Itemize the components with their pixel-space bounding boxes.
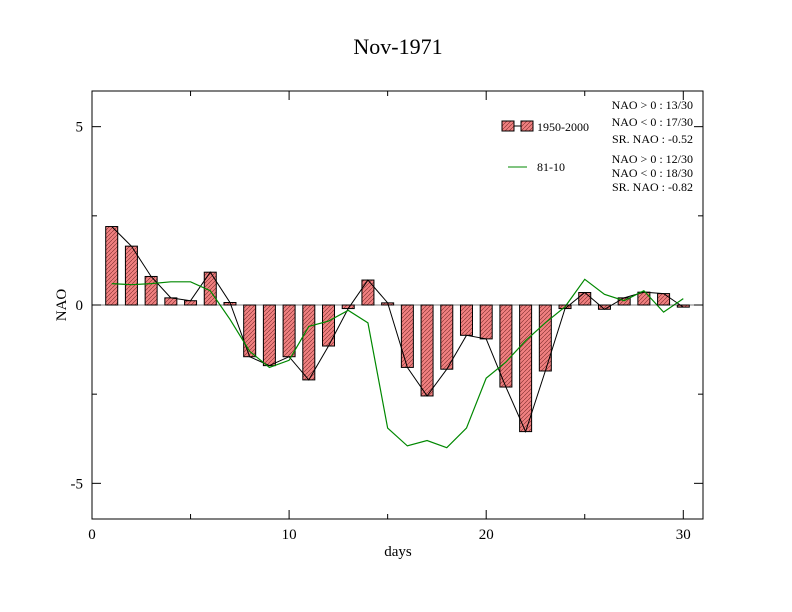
legend-entry-81-10: 81-10: [508, 160, 565, 174]
legend-swatch-bar-left: [501, 120, 515, 132]
legend: 1950-2000 81-10: [501, 120, 589, 174]
x-axis-label: days: [384, 544, 412, 560]
bar-day-25: [578, 292, 592, 306]
x-tick-label: 30: [676, 527, 691, 543]
y-tick-label: 5: [76, 120, 84, 136]
y-tick-label: 0: [76, 298, 84, 314]
bar-day-16: [400, 304, 414, 368]
series-line-1950-2000: [111, 226, 684, 434]
stat-nao-negative-1950-2000: NAO < 0 : 17/30: [612, 115, 693, 129]
y-axis-label: NAO: [54, 289, 70, 322]
bar-day-23: [538, 304, 552, 372]
x-tick-label: 20: [479, 527, 494, 543]
legend-label-1950-2000: 1950-2000: [537, 120, 589, 134]
axes: 0 10 20 30 -5 0 5: [71, 91, 703, 543]
bar-day-20: [479, 304, 493, 340]
bar-day-9: [262, 304, 276, 367]
stat-sr-nao-1950-2000: SR. NAO : -0.52: [612, 132, 693, 146]
bar-day-21: [499, 304, 513, 388]
bar-day-12: [322, 304, 336, 347]
legend-label-81-10: 81-10: [537, 160, 565, 174]
series-lines: [111, 226, 684, 449]
legend-swatch-bar-right: [520, 120, 534, 132]
stat-nao-positive-81-10: NAO > 0 : 12/30: [612, 152, 693, 166]
y-tick-label: -5: [71, 476, 84, 492]
series-line-81-10: [111, 278, 684, 449]
stat-nao-negative-81-10: NAO < 0 : 18/30: [612, 166, 693, 180]
chart-title: Nov-1971: [353, 34, 442, 59]
bar-day-29: [657, 293, 671, 306]
bars-1950-2000: [105, 226, 690, 433]
bar-day-14: [361, 279, 375, 306]
stats-block-1950-2000: NAO > 0 : 13/30 NAO < 0 : 17/30 SR. NAO …: [612, 98, 693, 146]
bar-day-10: [282, 304, 296, 358]
bar-day-22: [519, 304, 533, 433]
bar-day-17: [420, 304, 434, 397]
x-tick-label: 0: [88, 527, 96, 543]
bar-day-2: [124, 245, 138, 306]
bar-day-5: [184, 300, 198, 306]
stat-sr-nao-81-10: SR. NAO : -0.82: [612, 180, 693, 194]
stats-block-81-10: NAO > 0 : 12/30 NAO < 0 : 18/30 SR. NAO …: [612, 152, 693, 194]
stat-nao-positive-1950-2000: NAO > 0 : 13/30: [612, 98, 693, 112]
legend-entry-1950-2000: 1950-2000: [501, 120, 589, 134]
bar-day-8: [243, 304, 257, 358]
bar-day-11: [302, 304, 316, 381]
bar-day-19: [459, 304, 473, 336]
bar-day-28: [637, 291, 651, 306]
bar-day-1: [105, 226, 119, 306]
x-tick-label: 10: [282, 527, 297, 543]
bar-day-18: [440, 304, 454, 370]
